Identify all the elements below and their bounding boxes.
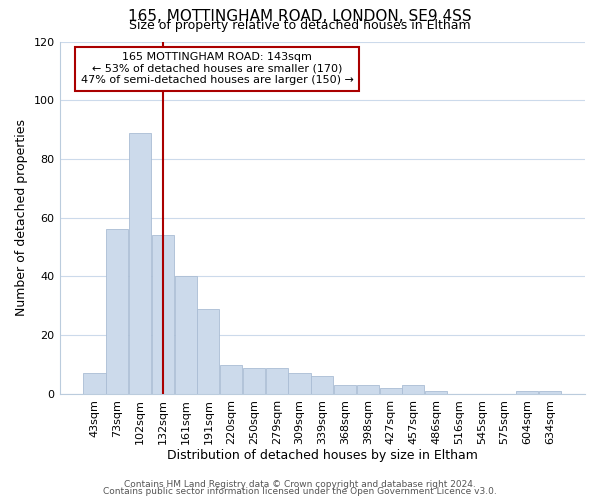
Bar (311, 376, 334, 394)
Bar (152, 236, 174, 394)
Y-axis label: Number of detached properties: Number of detached properties (15, 119, 28, 316)
Bar (357, 385, 379, 394)
Bar (197, 309, 220, 394)
Bar (106, 230, 128, 394)
Bar (380, 388, 401, 394)
Bar (289, 374, 311, 394)
Bar (516, 391, 538, 394)
Text: 165, MOTTINGHAM ROAD, LONDON, SE9 4SS: 165, MOTTINGHAM ROAD, LONDON, SE9 4SS (128, 9, 472, 24)
Bar (539, 391, 561, 394)
Bar (83, 374, 106, 394)
Bar (266, 368, 288, 394)
X-axis label: Distribution of detached houses by size in Eltham: Distribution of detached houses by size … (167, 450, 478, 462)
Text: Contains HM Land Registry data © Crown copyright and database right 2024.: Contains HM Land Registry data © Crown c… (124, 480, 476, 489)
Text: Size of property relative to detached houses in Eltham: Size of property relative to detached ho… (129, 18, 471, 32)
Bar (129, 132, 151, 394)
Bar (243, 368, 265, 394)
Bar (334, 385, 356, 394)
Bar (220, 364, 242, 394)
Bar (403, 385, 424, 394)
Text: Contains public sector information licensed under the Open Government Licence v3: Contains public sector information licen… (103, 487, 497, 496)
Bar (175, 276, 197, 394)
Text: 165 MOTTINGHAM ROAD: 143sqm
← 53% of detached houses are smaller (170)
47% of se: 165 MOTTINGHAM ROAD: 143sqm ← 53% of det… (81, 52, 353, 86)
Bar (425, 391, 447, 394)
